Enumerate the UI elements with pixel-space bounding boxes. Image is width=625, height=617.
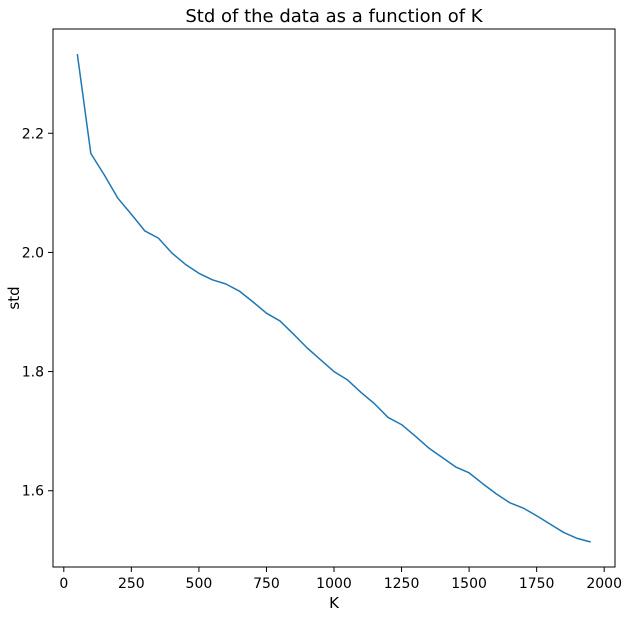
data-point [373,402,376,405]
x-tick-label: 500 [186,576,213,592]
data-point [427,446,430,449]
data-point [197,272,200,275]
data-point [76,53,79,56]
series-layer [76,53,592,543]
y-axis: 1.6 1.8 2.0 2.2 [22,126,53,500]
data-point [170,252,173,255]
data-point [184,263,187,266]
y-tick-label: 2.0 [22,245,44,261]
x-tick-label: 250 [118,576,145,592]
series-line [76,53,591,543]
data-point [265,312,268,315]
y-tick-label: 2.2 [22,126,44,142]
chart-title: Std of the data as a function of K [185,6,483,27]
data-point [481,482,484,485]
data-point [454,465,457,468]
data-point [319,358,322,361]
x-tick-label: 1500 [451,576,487,592]
data-point [89,152,92,155]
data-point [508,501,511,504]
data-point [535,514,538,517]
data-point [143,229,146,232]
y-tick-label: 1.8 [22,365,44,381]
x-tick-label: 1750 [519,576,555,592]
x-tick-label: 1250 [384,576,420,592]
x-axis: 0 250 500 750 1000 1250 1500 1750 2000 [59,567,622,592]
plot-frame [52,28,616,568]
y-axis-label: std [5,286,23,309]
data-point [211,278,214,281]
data-point [468,471,471,474]
x-tick-label: 0 [59,576,68,592]
data-point [130,213,133,216]
data-point [305,346,308,349]
data-point [251,300,254,303]
x-axis-label: K [329,594,340,612]
data-point [333,370,336,373]
x-tick-label: 1000 [316,576,352,592]
data-point [495,492,498,495]
data-point [238,290,241,293]
data-point [292,333,295,336]
data-point [589,540,592,543]
data-point [522,507,525,510]
data-point [224,283,227,286]
data-point [116,197,119,200]
y-tick-label: 1.6 [22,484,44,500]
data-point [387,416,390,419]
data-point [414,434,417,437]
data-point [278,319,281,322]
data-point [346,378,349,381]
data-point [562,531,565,534]
data-point [576,537,579,540]
x-tick-label: 2000 [586,576,622,592]
data-point [549,523,552,526]
data-point [441,456,444,459]
data-point [360,391,363,394]
x-tick-label: 750 [253,576,280,592]
data-point [400,423,403,426]
data-point [103,173,106,176]
data-point [157,237,160,240]
